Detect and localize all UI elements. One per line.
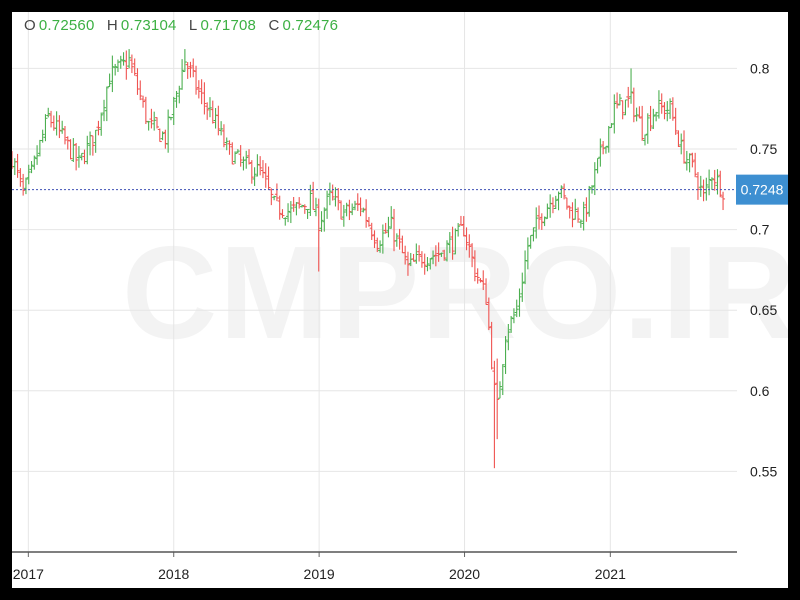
ohlc-legend: O 0.72560 H 0.73104 L 0.71708 C 0.72476 [24, 17, 346, 34]
low-value: 0.71708 [200, 17, 257, 34]
chart-frame: CMPRO.IR 0.8 0.75 0.7 0.65 0.6 0.55 2017 2018 20… [12, 12, 796, 588]
y-tick-label: 0.55 [750, 463, 777, 479]
y-tick-label: 0.65 [750, 302, 777, 318]
open-key: O [24, 17, 36, 34]
high-value: 0.73104 [120, 17, 177, 34]
watermark-text: CMPRO.IR [122, 217, 798, 368]
x-tick-label: 2021 [595, 566, 626, 582]
x-tick-label: 2019 [304, 566, 335, 582]
y-tick-label: 0.7 [750, 222, 770, 238]
last-price-label: 0.7248 [741, 182, 784, 198]
close-key: C [268, 17, 280, 34]
y-tick-label: 0.8 [750, 60, 770, 76]
ohlc-chart[interactable]: 0.8 0.75 0.7 0.65 0.6 0.55 2017 2018 2019 2020 202… [12, 12, 788, 588]
x-tick-label: 2017 [13, 566, 44, 582]
low-key: L [188, 17, 198, 34]
open-value: 0.72560 [38, 17, 95, 34]
close-value: 0.72476 [282, 17, 339, 34]
last-price-badge [736, 174, 788, 205]
y-tick-label: 0.6 [750, 383, 770, 399]
x-tick-label: 2020 [449, 566, 480, 582]
x-tick-label: 2018 [158, 566, 189, 582]
high-key: H [106, 17, 118, 34]
y-tick-label: 0.75 [750, 141, 777, 157]
